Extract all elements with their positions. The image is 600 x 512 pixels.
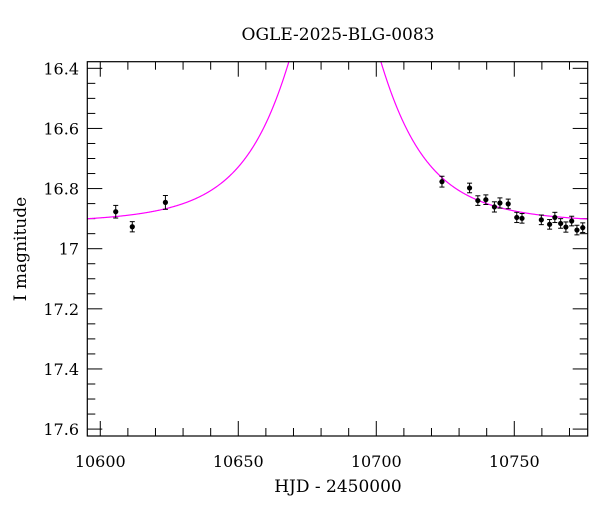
point-marker [580, 225, 586, 231]
y-axis-label: I magnitude [11, 197, 31, 301]
data-point [547, 219, 553, 230]
data-point [569, 215, 575, 227]
plot-frame [86, 61, 589, 437]
point-marker [552, 214, 558, 221]
data-point [483, 194, 489, 206]
point-marker [113, 209, 119, 215]
point-marker [563, 224, 569, 230]
chart-title: OGLE-2025-BLG-0083 [242, 25, 435, 45]
point-marker [497, 200, 503, 206]
x-tick-label: 10600 [75, 452, 126, 471]
data-point [113, 204, 119, 219]
point-marker [466, 185, 473, 191]
data-point [514, 211, 520, 224]
data-point [538, 214, 544, 226]
data-point [497, 197, 503, 209]
data-point [580, 222, 586, 233]
data-point [552, 211, 558, 224]
point-marker [475, 197, 481, 204]
point-marker [129, 224, 135, 230]
point-marker [569, 218, 575, 224]
data-point [491, 201, 498, 213]
point-marker [547, 221, 553, 227]
point-marker [558, 220, 564, 227]
y-tick-label: 17.4 [43, 360, 79, 379]
data-point [439, 175, 445, 188]
y-tick-label: 16.4 [43, 59, 79, 78]
y-tick-label: 16.8 [43, 180, 79, 199]
x-tick-label: 10700 [351, 452, 402, 471]
point-marker [483, 197, 489, 203]
data-point [574, 224, 580, 236]
model-curve [87, 61, 588, 220]
data-point [466, 182, 473, 194]
point-marker [514, 214, 520, 221]
point-marker [439, 179, 445, 185]
point-marker [538, 217, 544, 223]
point-marker [162, 199, 169, 206]
data-point [558, 218, 564, 229]
data-point [505, 198, 511, 210]
point-marker [505, 201, 511, 207]
data-point [162, 194, 169, 210]
data-point [475, 195, 481, 206]
y-tick-label: 17.6 [43, 420, 79, 439]
data-point [519, 213, 525, 224]
y-tick-label: 17.2 [43, 300, 79, 319]
point-marker [519, 215, 525, 221]
point-marker [574, 227, 580, 233]
point-marker [491, 204, 498, 210]
y-tick-label: 16.6 [43, 119, 79, 138]
data-point [563, 221, 569, 233]
data-point [129, 221, 135, 233]
x-axis-label: HJD - 2450000 [274, 477, 402, 497]
y-tick-label: 17 [59, 240, 79, 259]
x-tick-label: 10750 [489, 452, 540, 471]
x-tick-label: 10650 [213, 452, 264, 471]
